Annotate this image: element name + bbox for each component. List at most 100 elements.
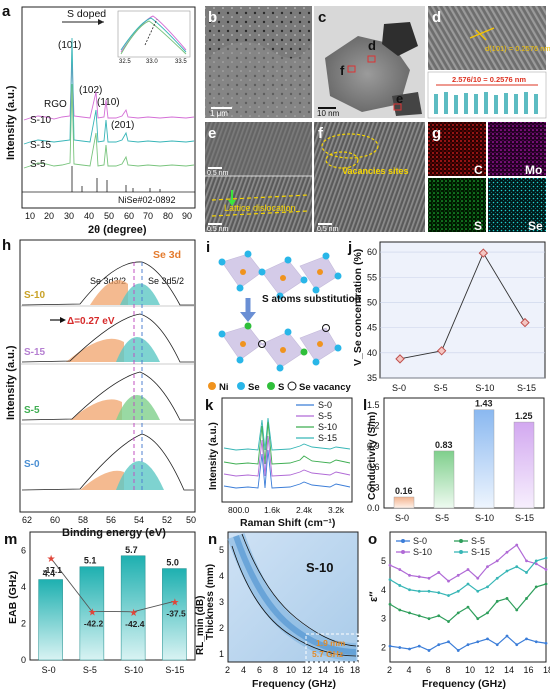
rl-label-m: -37.5 [166, 608, 186, 618]
xps-x-axis-title: Binding energy (eV) [62, 527, 166, 539]
region-label-e: e [396, 91, 403, 106]
data-point-o [505, 569, 509, 573]
data-point-o [466, 605, 470, 609]
data-point-o [505, 634, 509, 638]
panel-label-n: n [208, 531, 217, 548]
y-tick-l: 1.2 [367, 421, 380, 431]
rl-x-ticks: 2 4 6 8 10 12 14 16 18 [225, 665, 360, 675]
data-point-o [388, 644, 392, 648]
y-tick-l: 0.9 [367, 441, 380, 451]
rl-x-axis-title: Frequency (GHz) [252, 678, 336, 690]
panel-label-g: g [432, 125, 441, 142]
data-point-o [486, 611, 489, 615]
data-point-j [520, 317, 530, 328]
svg-text:40: 40 [84, 211, 94, 221]
panel-f-hrtem: f Vacancies sites 0.5 nm [314, 122, 425, 233]
svg-text:90: 90 [182, 211, 192, 221]
y-tick-o: 2 [381, 643, 386, 653]
rl-map-sample-label: S-10 [306, 560, 333, 575]
xps-sample-s0: S-0 [24, 459, 40, 470]
data-point-o [427, 617, 431, 621]
panel-label-l: l [363, 397, 367, 414]
data-point-o [417, 589, 421, 593]
svg-text:52: 52 [162, 515, 172, 525]
s-doped-annotation: S doped [67, 8, 106, 20]
x-tick-o: 4 [407, 665, 412, 675]
y-tick-j: 35 [367, 373, 377, 383]
panel-label-k: k [205, 397, 214, 414]
data-point-o [544, 556, 548, 560]
legend-ni: Ni [219, 382, 229, 393]
y-tick-o: 5 [381, 556, 386, 566]
x-tick-j: S-0 [392, 383, 406, 393]
scale-bar-c: 10 nm [317, 109, 340, 118]
rl-label-m: -17.1 [43, 565, 63, 575]
data-point-o [456, 649, 460, 652]
panel-j-y-axis-title: V_Se concentration (%) [352, 249, 364, 366]
panel-o-permittivity-chart: o 2 3 4 5 2 4 6 8 10 12 14 16 18 S-0 S-5 S-10 S-15 Fre… [368, 531, 550, 690]
panel-d-hrtem: d d(101) = 0.2576 nm 2.576/10 = 0.2576 n… [427, 6, 550, 119]
x-tick-m: S-0 [42, 665, 56, 675]
raman-y-axis-title: Intensity (a.u.) [208, 422, 219, 490]
data-point-o [408, 588, 411, 592]
data-point-o [398, 584, 402, 587]
data-point-o [544, 582, 548, 586]
legend-se: Se [248, 382, 260, 393]
bar-label-m: 4.4 [43, 569, 56, 579]
data-point-o [447, 620, 450, 623]
xps-sample-s15: S-15 [24, 347, 46, 358]
raman-x-ticks: 800.0 1.6k 2.4k 3.2k [228, 505, 345, 515]
y-tick-j: 60 [367, 247, 377, 257]
xps-sample-s10: S-10 [24, 290, 46, 301]
data-point-o [427, 589, 431, 593]
svg-text:3.2k: 3.2k [328, 505, 345, 515]
rl-point-m: ★ [129, 608, 138, 619]
scale-bar-e-top: 0.5 nm [207, 170, 229, 177]
x-tick-j: S-15 [517, 383, 536, 393]
x-tick-m: S-10 [124, 665, 143, 675]
inset-tick-3: 33.5 [175, 59, 187, 65]
svg-text:800.0: 800.0 [228, 505, 250, 515]
legend-s: S [278, 382, 284, 393]
xps-band-s0 [21, 433, 194, 491]
crystal-top [218, 250, 342, 300]
panel-label-b: b [208, 9, 217, 26]
legend-marker-o [401, 550, 405, 554]
data-point-o [525, 637, 528, 641]
region-label-d: d [368, 38, 376, 53]
peak-label-110: (110) [97, 97, 120, 108]
x-tick-o: 6 [426, 665, 431, 675]
panel-h-xps: h Se 3d Se 3d3/2 Se 3d5/2 [2, 237, 196, 539]
svg-text:12: 12 [302, 665, 312, 675]
y-tick-l: 0.0 [367, 503, 380, 513]
raman-legend-s10: S-10 [318, 422, 337, 432]
scale-bar-b: 1 μm [210, 109, 228, 118]
bar-l [513, 421, 535, 509]
legend-label-o: S-5 [471, 536, 485, 546]
data-point-o [447, 594, 450, 597]
y-tick-l: 0.6 [367, 462, 380, 472]
data-point-o [544, 641, 548, 645]
svg-text:56: 56 [106, 515, 116, 525]
data-point-o [534, 585, 538, 589]
data-point-o [398, 568, 402, 571]
data-point-o [515, 643, 519, 647]
y-tick-m: 2 [21, 618, 26, 628]
data-point-o [515, 608, 519, 612]
panel-label-f: f [318, 125, 324, 142]
y-tick-l: 0.3 [367, 482, 380, 492]
panel-label-o: o [368, 531, 377, 548]
data-point-o [495, 559, 499, 563]
svg-text:20: 20 [44, 211, 54, 221]
xrd-curve-s10 [23, 59, 195, 121]
svg-text:2.4k: 2.4k [296, 505, 313, 515]
bar-l [393, 496, 415, 509]
rl-y-axis-title: Thickness (mm) [205, 564, 216, 640]
y-tick-j: 50 [367, 297, 377, 307]
data-point-o [525, 571, 528, 574]
svg-text:14: 14 [318, 665, 328, 675]
x-tick-l: S-10 [475, 513, 494, 523]
y-tick-j: 45 [367, 323, 377, 333]
svg-text:1.6k: 1.6k [264, 505, 281, 515]
